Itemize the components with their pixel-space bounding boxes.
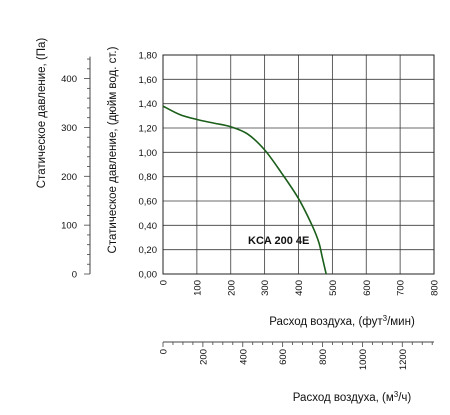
y-tick-label-inwg: 0,20 (139, 245, 158, 256)
x-tick-label-cfm: 100 (192, 280, 203, 296)
x-axis-cfm: 0 100 200 300 400 500 600 700 800 (159, 280, 441, 296)
grid (162, 54, 435, 275)
x-tick-label-m3h: 1000 (358, 349, 369, 370)
plot-border (162, 54, 435, 275)
x-tick-label-m3h: 800 (318, 349, 329, 365)
y-tick-label-inwg: 1,60 (139, 75, 158, 86)
y-tick-label-pa: 100 (61, 221, 77, 232)
y-tick-label-inwg: 1,40 (139, 99, 158, 110)
x-tick-label-m3h: 600 (278, 349, 289, 365)
y-tick-label-inwg: 0,60 (139, 197, 158, 208)
x-tick-label-cfm: 200 (226, 280, 237, 296)
y-tick-label-inwg: 0,00 (139, 270, 158, 281)
y-tick-label-pa: 0 (72, 270, 77, 281)
y-axis-inwg-title: Статическое давление, (дюйм вод. ст.) (107, 46, 119, 253)
y-tick-label-pa: 300 (61, 123, 77, 134)
y-tick-label-pa: 400 (61, 74, 77, 85)
y-axis-inwg: 0,00 0,20 0,40 0,60 0,80 1,00 1,20 1,40 1,60 1,80 (139, 51, 158, 281)
x-tick-label-m3h: 400 (238, 349, 249, 365)
y-axis-pa-title: Статическое давление, (Па) (36, 38, 48, 189)
y-axis-pa: 0 100 200 300 400 (61, 56, 91, 281)
x-axis-m3h-title: Расход воздуха, (м3/ч) (293, 390, 412, 404)
series-layer (162, 105, 328, 275)
x-axis-cfm-title: Расход воздуха, (фут3/мин) (269, 314, 415, 328)
x-axis-m3h: 0 200 400 600 800 1000 1200 (159, 341, 434, 370)
y-tick-label-inwg: 1,80 (139, 51, 158, 62)
y-tick-label-inwg: 0,40 (139, 221, 158, 232)
x-tick-label-cfm: 400 (294, 280, 305, 296)
y-tick-label-inwg: 1,00 (139, 148, 158, 159)
x-tick-label-cfm: 800 (430, 280, 441, 296)
x-tick-label-cfm: 0 (159, 280, 170, 285)
series-line (162, 105, 328, 275)
x-tick-label-cfm: 700 (396, 280, 407, 296)
y-tick-label-inwg: 0,80 (139, 172, 158, 183)
x-tick-label-cfm: 500 (328, 280, 339, 296)
plot-frame (162, 54, 435, 275)
y-tick-label-pa: 200 (61, 172, 77, 183)
y-tick-label-inwg: 1,20 (139, 124, 158, 135)
x-tick-label-m3h: 0 (159, 349, 170, 354)
x-tick-label-cfm: 600 (362, 280, 373, 296)
x-tick-label-m3h: 200 (198, 349, 209, 365)
x-tick-label-m3h: 1200 (398, 349, 409, 370)
x-tick-label-cfm: 300 (260, 280, 271, 296)
series-label: KCA 200 4E (248, 235, 309, 247)
